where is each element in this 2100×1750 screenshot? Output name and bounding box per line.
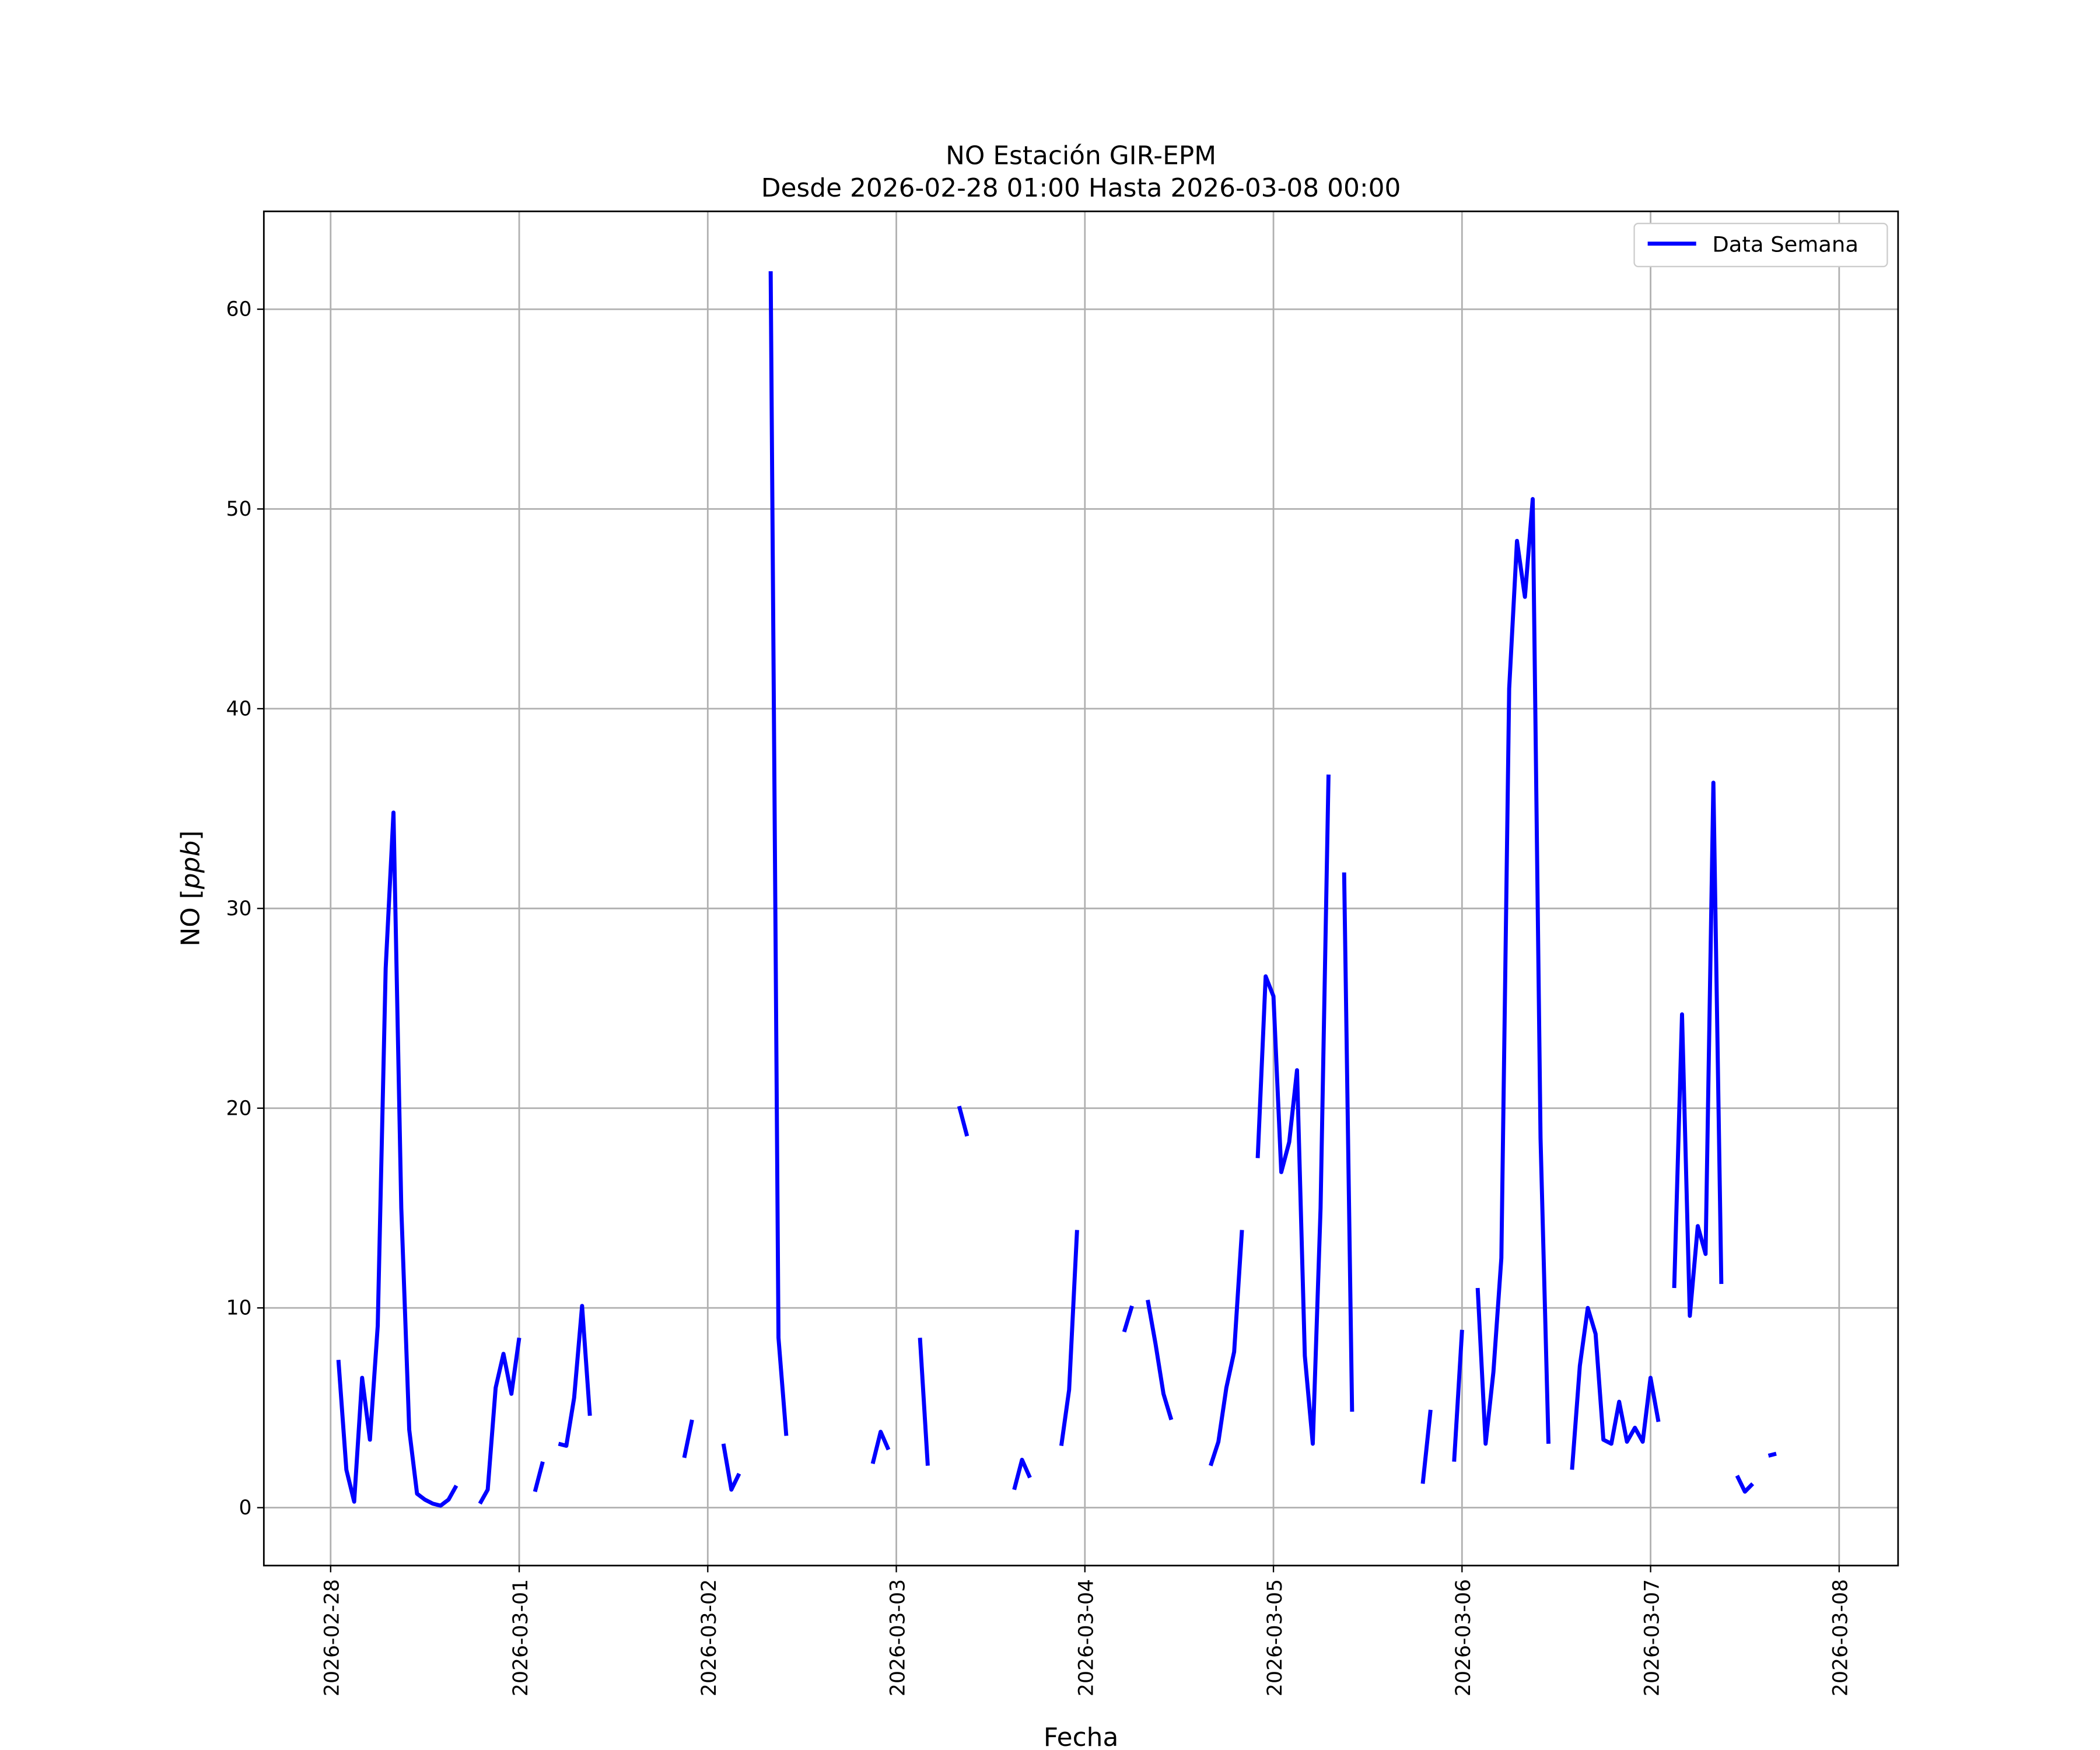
series-line-segment — [1122, 1305, 1134, 1333]
series-line-segment — [1146, 1299, 1174, 1420]
y-tick-label: 10 — [226, 1297, 251, 1320]
legend-box — [1633, 222, 1888, 268]
legend: Data Semana — [1633, 222, 1888, 268]
series-line-segment — [1012, 1458, 1032, 1490]
y-axis-label-prefix: NO [ — [176, 889, 206, 946]
series-line-segment — [957, 1105, 970, 1137]
y-axis-label-suffix: ] — [176, 831, 206, 841]
x-tick-label: 2026-03-07 — [1640, 1579, 1664, 1696]
chart-subtitle: Desde 2026-02-28 01:00 Hasta 2026-03-08 … — [761, 173, 1401, 203]
series-line-segment — [721, 1443, 741, 1492]
series-lines — [336, 271, 1777, 1508]
x-tick-label: 2026-03-08 — [1829, 1579, 1853, 1696]
series-line-segment — [1342, 872, 1354, 1412]
series-line-segment — [768, 271, 789, 1436]
x-tick-label: 2026-03-06 — [1452, 1579, 1475, 1696]
plot-frame — [262, 210, 1899, 1567]
series-line-segment — [1672, 780, 1724, 1318]
x-tick-label: 2026-03-02 — [698, 1579, 721, 1696]
series-line-segment — [1475, 497, 1550, 1446]
series-line-segment — [1209, 1230, 1244, 1466]
grid — [264, 211, 1898, 1566]
series-line-segment — [1059, 1230, 1079, 1446]
x-axis: 2026-02-28 2026-03-01 2026-03-02 2026-03-03… — [321, 1565, 1853, 1696]
series-line-segment — [682, 1419, 694, 1458]
x-tick-label: 2026-03-03 — [886, 1579, 909, 1696]
series-line-segment — [1452, 1329, 1464, 1462]
y-axis: 0 10 20 30 40 50 60 — [226, 298, 264, 1520]
x-tick-label: 2026-03-04 — [1075, 1579, 1098, 1696]
series-line-segment — [1570, 1306, 1661, 1470]
y-axis-label-unit: ppb — [176, 841, 206, 890]
series-line-segment — [1735, 1475, 1755, 1494]
x-tick-label: 2026-03-01 — [509, 1579, 533, 1696]
y-tick-label: 0 — [239, 1496, 252, 1520]
series-line-segment — [1768, 1451, 1777, 1458]
x-tick-label: 2026-03-05 — [1264, 1579, 1287, 1696]
y-tick-label: 60 — [226, 298, 251, 321]
y-axis-label: NO [ppb] — [176, 831, 206, 947]
series-line-segment — [558, 1304, 592, 1448]
y-tick-label: 20 — [226, 1097, 251, 1120]
legend-label: Data Semana — [1712, 232, 1859, 257]
series-line-segment — [918, 1338, 930, 1466]
y-tick-label: 30 — [226, 897, 251, 921]
y-tick-label: 40 — [226, 697, 251, 720]
series-line-segment — [1255, 774, 1331, 1446]
x-axis-label: Fecha — [1044, 1723, 1119, 1750]
series-line-segment — [533, 1461, 545, 1493]
series-line-segment — [478, 1337, 522, 1505]
series-line-segment — [336, 810, 459, 1508]
y-tick-label: 50 — [226, 498, 251, 521]
series-line-segment — [1420, 1409, 1433, 1484]
series-line-segment — [870, 1429, 891, 1464]
x-tick-label: 2026-02-28 — [321, 1579, 344, 1696]
chart-title: NO Estación GIR-EPM — [946, 141, 1216, 171]
